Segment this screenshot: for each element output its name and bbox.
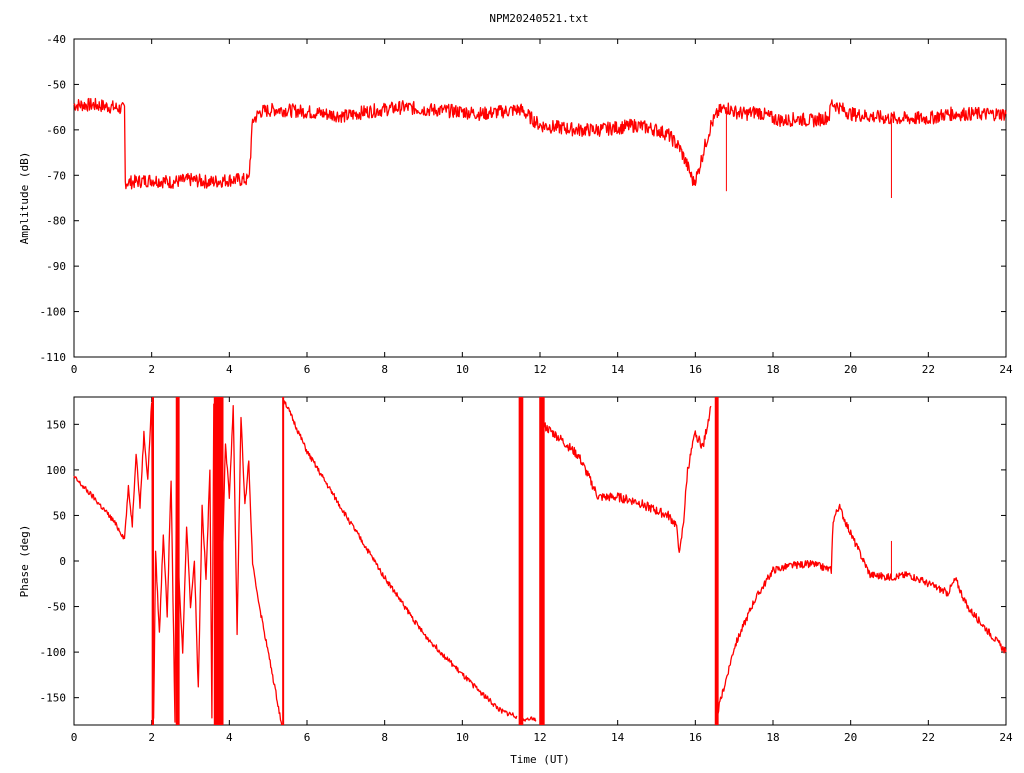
y-tick-label: -50 xyxy=(46,78,66,91)
y-tick-label: -80 xyxy=(46,215,66,228)
x-tick-label: 18 xyxy=(766,363,779,376)
x-tick-label: 2 xyxy=(148,363,155,376)
y-tick-label: -100 xyxy=(40,306,67,319)
x-tick-label: 0 xyxy=(71,731,78,744)
y-tick-label: 150 xyxy=(46,418,66,431)
x-tick-label: 10 xyxy=(456,731,469,744)
x-tick-label: 10 xyxy=(456,363,469,376)
x-tick-label: 6 xyxy=(304,731,311,744)
y-tick-label: -100 xyxy=(40,646,67,659)
series-line-1-4 xyxy=(716,503,1007,715)
x-tick-label: 8 xyxy=(381,363,388,376)
x-tick-label: 0 xyxy=(71,363,78,376)
phase-wrap-band xyxy=(714,397,719,725)
series-line-1-3 xyxy=(541,405,712,553)
y-tick-label: -110 xyxy=(40,351,67,364)
series-line-0-0 xyxy=(73,97,1007,190)
x-tick-label: 12 xyxy=(533,363,546,376)
x-tick-label: 8 xyxy=(381,731,388,744)
x-tick-label: 18 xyxy=(766,731,779,744)
x-tick-label: 24 xyxy=(999,363,1013,376)
y-tick-label: 50 xyxy=(53,509,66,522)
x-tick-label: 22 xyxy=(922,731,935,744)
series-line-1-2 xyxy=(519,716,537,722)
x-tick-label: 22 xyxy=(922,363,935,376)
x-tick-label: 12 xyxy=(533,731,546,744)
y-axis-label: Phase (deg) xyxy=(18,525,31,598)
x-tick-label: 14 xyxy=(611,731,625,744)
x-tick-label: 24 xyxy=(999,731,1013,744)
x-tick-label: 14 xyxy=(611,363,625,376)
x-tick-label: 2 xyxy=(148,731,155,744)
x-axis-label: Time (UT) xyxy=(510,753,570,766)
x-tick-label: 16 xyxy=(689,363,702,376)
y-tick-label: 0 xyxy=(59,555,66,568)
series-line-1-0 xyxy=(73,398,283,726)
plot-frame-0 xyxy=(73,38,1007,358)
x-tick-label: 20 xyxy=(844,363,857,376)
series-line-1-1 xyxy=(283,399,518,719)
x-tick-label: 6 xyxy=(304,363,311,376)
chart-title: NPM20240521.txt xyxy=(489,12,588,25)
y-axis-label: Amplitude (dB) xyxy=(18,152,31,245)
x-tick-label: 4 xyxy=(226,363,233,376)
y-tick-label: -70 xyxy=(46,169,66,182)
phase-wrap-band xyxy=(175,397,180,725)
y-tick-label: -60 xyxy=(46,124,66,137)
y-tick-label: -50 xyxy=(46,601,66,614)
y-tick-label: -40 xyxy=(46,33,66,46)
phase-wrap-band xyxy=(539,397,545,725)
y-tick-label: 100 xyxy=(46,464,66,477)
phase-wrap-band xyxy=(518,397,524,725)
x-tick-label: 20 xyxy=(844,731,857,744)
x-tick-label: 4 xyxy=(226,731,233,744)
y-tick-label: -90 xyxy=(46,260,66,273)
phase-wrap-band xyxy=(282,397,285,725)
x-tick-label: 16 xyxy=(689,731,702,744)
y-tick-label: -150 xyxy=(40,692,67,705)
